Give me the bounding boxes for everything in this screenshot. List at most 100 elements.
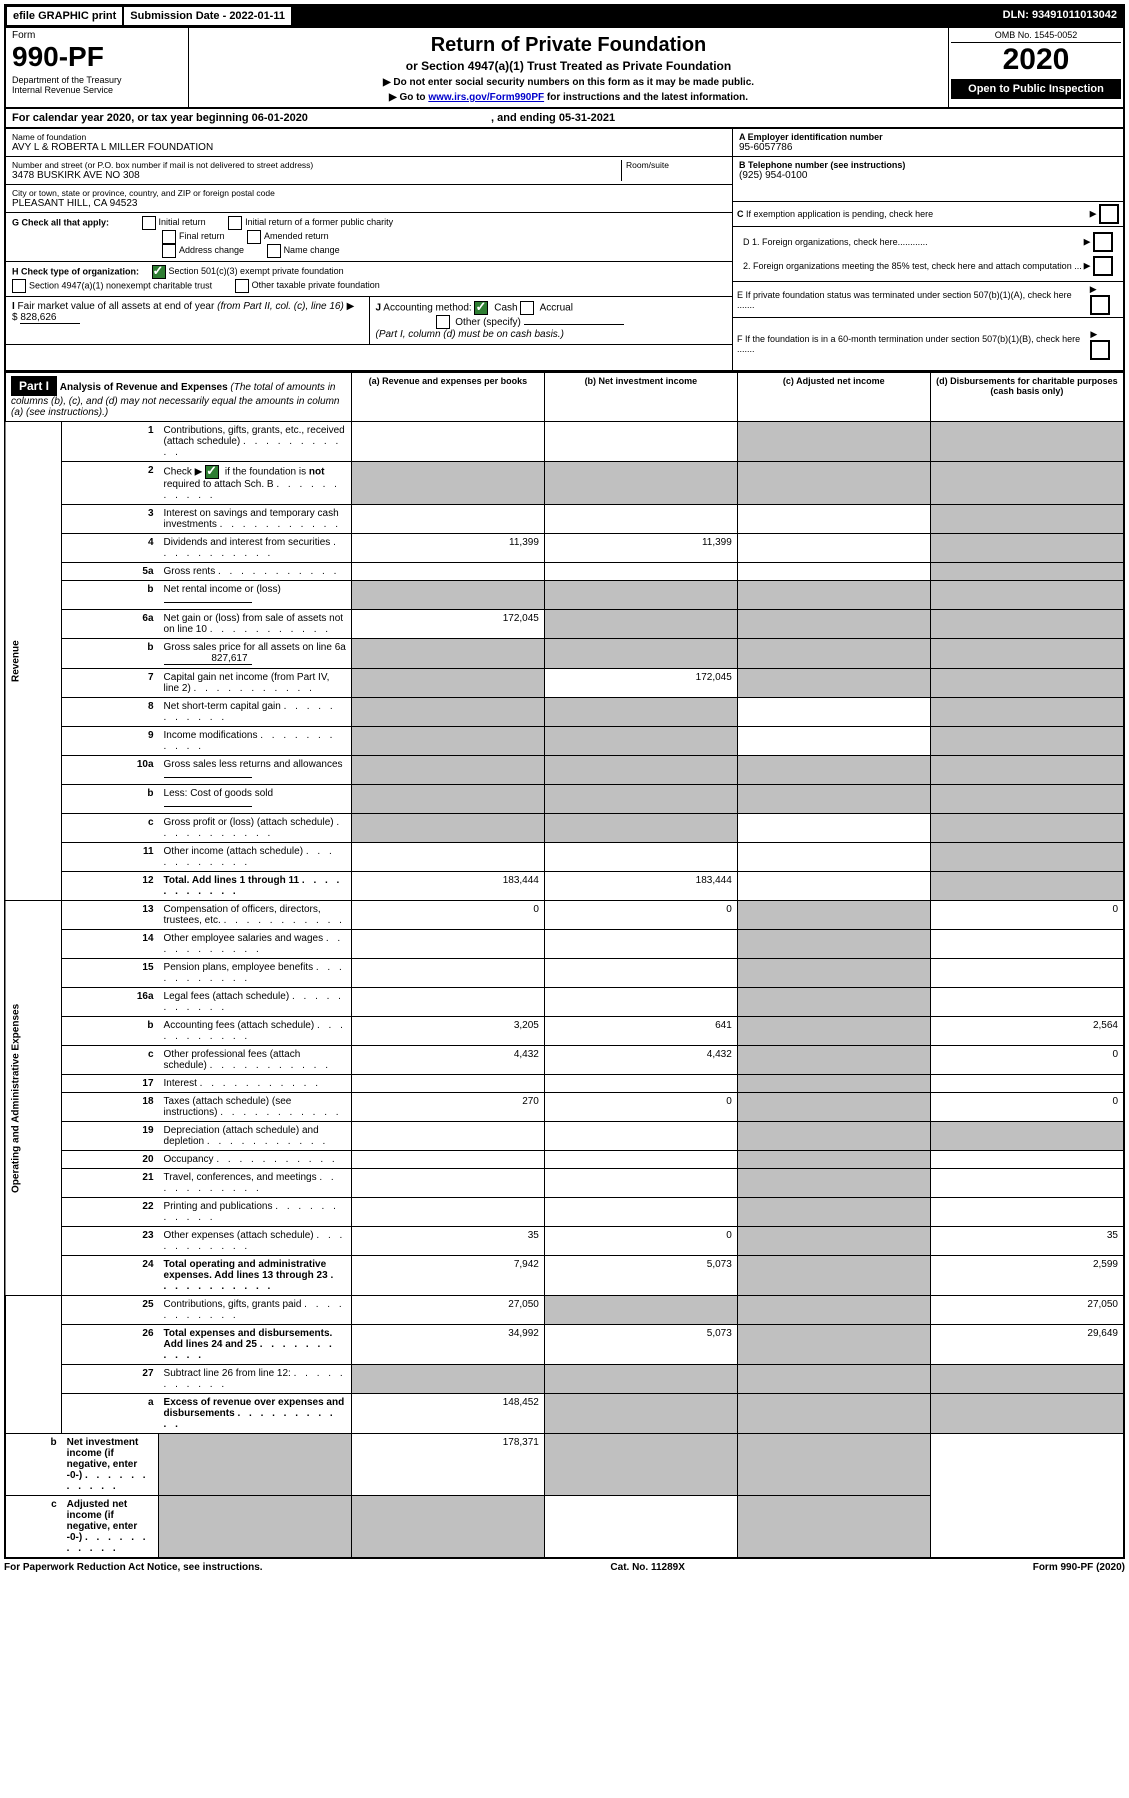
initial-public-cb[interactable] <box>228 216 242 230</box>
final-return-cb[interactable] <box>162 230 176 244</box>
dept-label: Department of the TreasuryInternal Reven… <box>12 75 182 95</box>
table-row: 11Other income (attach schedule) <box>5 843 1124 872</box>
d1-checkbox[interactable] <box>1093 232 1113 252</box>
initial-return-cb[interactable] <box>142 216 156 230</box>
d1-label: D 1. Foreign organizations, check here..… <box>743 237 928 247</box>
cash-cb[interactable] <box>474 301 488 315</box>
cal-begin: 06-01-2020 <box>252 112 308 124</box>
col-c-header: (c) Adjusted net income <box>737 373 930 422</box>
line-description: Gross sales less returns and allowances <box>159 756 352 785</box>
form-number: 990-PF <box>12 41 182 73</box>
line-description: Net rental income or (loss) <box>159 581 352 610</box>
line-description: Net short-term capital gain <box>159 698 352 727</box>
table-row: 24Total operating and administrative exp… <box>5 1256 1124 1296</box>
g-opt-4: Address change <box>179 245 244 255</box>
table-row: bGross sales price for all assets on lin… <box>5 639 1124 669</box>
other-taxable-cb[interactable] <box>235 279 249 293</box>
calendar-year-row: For calendar year 2020, or tax year begi… <box>4 109 1125 129</box>
footer-row: For Paperwork Reduction Act Notice, see … <box>4 1559 1125 1576</box>
accrual-label: Accrual <box>540 303 573 314</box>
table-row: 18Taxes (attach schedule) (see instructi… <box>5 1093 1124 1122</box>
table-row: 9Income modifications <box>5 727 1124 756</box>
line-number: 26 <box>62 1325 159 1365</box>
line-number: 19 <box>62 1122 159 1151</box>
line-number: b <box>62 1017 159 1046</box>
table-row: 21Travel, conferences, and meetings <box>5 1169 1124 1198</box>
blank-section <box>5 1296 62 1434</box>
line-description: Taxes (attach schedule) (see instruction… <box>159 1093 352 1122</box>
line-number: 2 <box>62 462 159 505</box>
form-subtitle: or Section 4947(a)(1) Trust Treated as P… <box>199 59 938 73</box>
line-number: 22 <box>62 1198 159 1227</box>
form-title: Return of Private Foundation <box>199 34 938 57</box>
address-value: 3478 BUSKIRK AVE NO 308 <box>12 170 621 181</box>
line-number: 5a <box>62 563 159 581</box>
col-b-header: (b) Net investment income <box>544 373 737 422</box>
phone-cell: B Telephone number (see instructions) (9… <box>733 157 1123 202</box>
line-number: 3 <box>62 505 159 534</box>
table-row: 12Total. Add lines 1 through 11 183,4441… <box>5 872 1124 901</box>
table-row: 16aLegal fees (attach schedule) <box>5 988 1124 1017</box>
other-label: Other (specify) <box>455 317 521 328</box>
line-description: Interest on savings and temporary cash i… <box>159 505 352 534</box>
table-row: bLess: Cost of goods sold <box>5 785 1124 814</box>
info-right: A Employer identification number 95-6057… <box>732 129 1123 370</box>
line-number: 27 <box>62 1365 159 1394</box>
4947-cb[interactable] <box>12 279 26 293</box>
table-row: cOther professional fees (attach schedul… <box>5 1046 1124 1075</box>
name-change-cb[interactable] <box>267 244 281 258</box>
line-number: 1 <box>62 422 159 462</box>
d2-checkbox[interactable] <box>1093 256 1113 276</box>
part1-table: Part I Analysis of Revenue and Expenses … <box>4 372 1125 1559</box>
line-description: Other expenses (attach schedule) <box>159 1227 352 1256</box>
e-checkbox[interactable] <box>1090 295 1110 315</box>
cash-label: Cash <box>494 303 517 314</box>
line-number: 25 <box>62 1296 159 1325</box>
c-checkbox[interactable] <box>1099 204 1119 224</box>
submission-date: Submission Date - 2022-01-11 <box>123 6 292 26</box>
tax-year: 2020 <box>951 43 1121 77</box>
phone-label: B Telephone number (see instructions) <box>739 160 1117 170</box>
h-cell: H Check type of organization: Section 50… <box>6 262 732 297</box>
line-description: Occupancy <box>159 1151 352 1169</box>
schb-checkbox[interactable] <box>205 465 219 479</box>
irs-link[interactable]: www.irs.gov/Form990PF <box>428 92 544 103</box>
ein-cell: A Employer identification number 95-6057… <box>733 129 1123 157</box>
table-row: 8Net short-term capital gain <box>5 698 1124 727</box>
table-row: 4Dividends and interest from securities … <box>5 534 1124 563</box>
g-opt-1: Initial return of a former public charit… <box>245 217 393 227</box>
table-row: Revenue1Contributions, gifts, grants, et… <box>5 422 1124 462</box>
table-row: bNet investment income (if negative, ent… <box>5 1434 1124 1496</box>
address-change-cb[interactable] <box>162 244 176 258</box>
table-row: 22Printing and publications <box>5 1198 1124 1227</box>
line-description: Interest <box>159 1075 352 1093</box>
footer-left: For Paperwork Reduction Act Notice, see … <box>4 1562 263 1573</box>
line-description: Net gain or (loss) from sale of assets n… <box>159 610 352 639</box>
goto-note: ▶ Go to www.irs.gov/Form990PF for instru… <box>199 92 938 103</box>
amended-return-cb[interactable] <box>247 230 261 244</box>
501c3-cb[interactable] <box>152 265 166 279</box>
accrual-cb[interactable] <box>520 301 534 315</box>
other-method-cb[interactable] <box>436 315 450 329</box>
h-opt-3: Other taxable private foundation <box>252 280 380 290</box>
line-number: 7 <box>62 669 159 698</box>
line-description: Accounting fees (attach schedule) <box>159 1017 352 1046</box>
g-opt-2: Final return <box>179 231 225 241</box>
line-description: Other income (attach schedule) <box>159 843 352 872</box>
address-cell: Number and street (or P.O. box number if… <box>6 157 732 185</box>
line-number: b <box>62 581 159 610</box>
line-number: 23 <box>62 1227 159 1256</box>
line-description: Compensation of officers, directors, tru… <box>159 901 352 930</box>
line-number: c <box>5 1496 62 1559</box>
table-row: 7Capital gain net income (from Part IV, … <box>5 669 1124 698</box>
f-label: F If the foundation is in a 60-month ter… <box>737 334 1090 354</box>
line-number: b <box>62 639 159 669</box>
table-row: Operating and Administrative Expenses13C… <box>5 901 1124 930</box>
line-number: 11 <box>62 843 159 872</box>
line-number: 14 <box>62 930 159 959</box>
line-description: Subtract line 26 from line 12: <box>159 1365 352 1394</box>
table-row: 26Total expenses and disbursements. Add … <box>5 1325 1124 1365</box>
f-checkbox[interactable] <box>1090 340 1110 360</box>
footer-mid: Cat. No. 11289X <box>610 1562 684 1573</box>
efile-button[interactable]: efile GRAPHIC print <box>6 6 123 26</box>
